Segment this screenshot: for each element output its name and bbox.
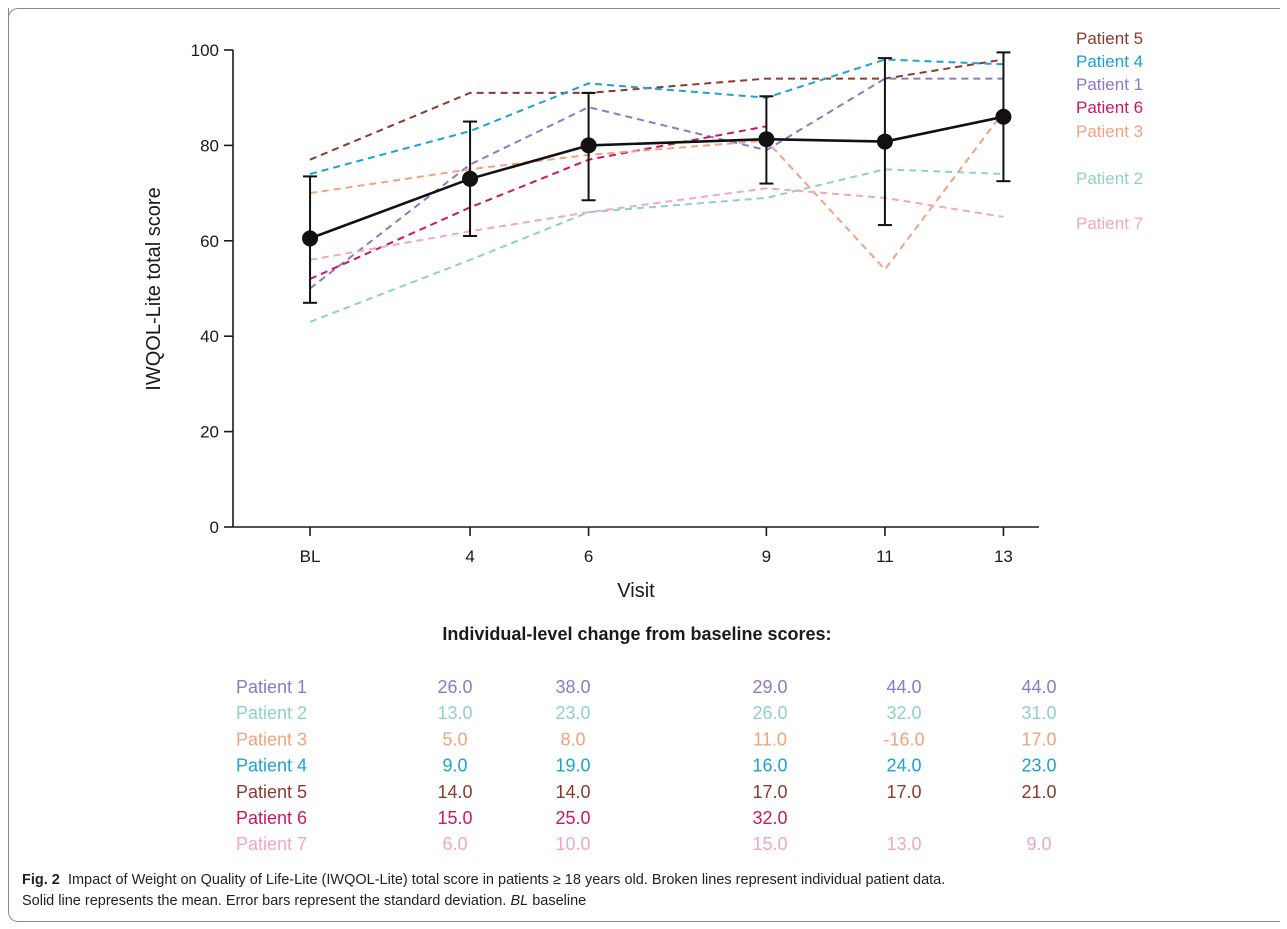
table-row-label: Patient 5 xyxy=(236,782,307,802)
table-cell: 9.0 xyxy=(442,756,467,776)
table-cell: 16.0 xyxy=(752,756,787,776)
series-line-patient-7 xyxy=(309,187,1004,261)
table-cell: 32.0 xyxy=(886,703,921,723)
caption-text-2: Solid line represents the mean. Error ba… xyxy=(22,893,507,909)
x-tick-label: 6 xyxy=(584,547,593,566)
table-row-label: Patient 3 xyxy=(236,729,307,749)
table-cell: 19.0 xyxy=(555,756,590,776)
series-line-patient-3 xyxy=(309,111,1005,271)
table-cell: 44.0 xyxy=(886,677,921,697)
x-tick-label: 13 xyxy=(994,547,1013,566)
table-row-label: Patient 1 xyxy=(236,677,307,697)
table-cell: 38.0 xyxy=(555,677,590,697)
table-title: Individual-level change from baseline sc… xyxy=(442,624,831,644)
series-line-patient-6 xyxy=(309,125,767,280)
y-axis-title: IWQOL-Lite total score xyxy=(143,187,165,390)
mean-series xyxy=(302,51,1012,304)
series-label-patient-3: Patient 3 xyxy=(1076,122,1143,141)
table-cell: 31.0 xyxy=(1021,703,1056,723)
mean-point xyxy=(995,108,1012,125)
mean-point xyxy=(758,131,775,148)
x-tick-label: 4 xyxy=(465,547,474,566)
series-labels: Patient 5 Patient 4 Patient 1 Patient 6 Pati… xyxy=(1076,29,1143,233)
table-row-label: Patient 6 xyxy=(236,808,307,828)
change-table: Patient 1 26.0 38.0 29.0 44.0 44.0 Patient 2 13… xyxy=(236,677,1057,854)
series-label-patient-6: Patient 6 xyxy=(1076,98,1143,117)
caption-abbrev-def: baseline xyxy=(532,893,587,909)
x-tick-label: BL xyxy=(300,547,321,566)
table-cell: 32.0 xyxy=(752,808,787,828)
mean-point xyxy=(302,230,319,247)
mean-line xyxy=(309,115,1004,240)
mean-point xyxy=(580,137,597,154)
y-tick-label: 100 xyxy=(191,41,219,60)
table-cell: 10.0 xyxy=(555,834,590,854)
series-label-patient-1: Patient 1 xyxy=(1076,75,1143,94)
table-cell: 26.0 xyxy=(437,677,472,697)
table-cell: 8.0 xyxy=(560,729,585,749)
axes xyxy=(232,50,1039,528)
table-row-label: Patient 7 xyxy=(236,834,307,854)
line-chart: 0 20 40 60 80 100 BL 4 6 9 11 13 Visit IWQOL-Lite … xyxy=(143,29,1143,854)
table-cell: 5.0 xyxy=(442,729,467,749)
table-cell: 11.0 xyxy=(753,729,787,749)
table-cell: 13.0 xyxy=(437,703,472,723)
table-cell: 25.0 xyxy=(555,808,590,828)
series-line-patient-5 xyxy=(309,58,1004,161)
series-label-patient-2: Patient 2 xyxy=(1076,169,1143,188)
x-axis-title: Visit xyxy=(617,580,655,602)
series-line-patient-4 xyxy=(309,58,1004,175)
x-tick-label: 11 xyxy=(876,547,894,566)
y-ticks: 0 20 40 60 80 100 xyxy=(191,41,233,537)
table-cell: 17.0 xyxy=(886,782,921,802)
table-cell: 6.0 xyxy=(442,834,467,854)
table-cell: 17.0 xyxy=(1021,729,1056,749)
table-cell: 14.0 xyxy=(437,782,472,802)
table-cell: 44.0 xyxy=(1021,677,1056,697)
table-row-label: Patient 4 xyxy=(236,756,307,776)
table-cell: -16.0 xyxy=(883,729,924,749)
y-tick-label: 80 xyxy=(200,136,219,155)
series-label-patient-7: Patient 7 xyxy=(1076,214,1143,233)
table-cell: 21.0 xyxy=(1021,782,1056,802)
table-cell: 17.0 xyxy=(752,782,787,802)
y-tick-label: 0 xyxy=(210,518,219,537)
table-cell: 15.0 xyxy=(752,834,787,854)
series-label-patient-5: Patient 5 xyxy=(1076,29,1143,48)
table-cell: 13.0 xyxy=(886,834,921,854)
mean-point xyxy=(462,170,479,187)
table-cell: 23.0 xyxy=(1021,756,1056,776)
table-cell: 29.0 xyxy=(752,677,787,697)
caption-text-1: Impact of Weight on Quality of Life-Lite… xyxy=(67,872,946,888)
y-tick-label: 60 xyxy=(200,232,219,251)
series-line-patient-2 xyxy=(309,168,1004,323)
table-cell: 26.0 xyxy=(752,703,787,723)
table-cell: 23.0 xyxy=(555,703,590,723)
x-ticks: BL 4 6 9 11 13 xyxy=(300,527,1013,566)
table-cell: 24.0 xyxy=(886,756,921,776)
table-cell: 15.0 xyxy=(437,808,472,828)
figure-caption: Fig. 2 Impact of Weight on Quality of Li… xyxy=(22,870,1262,912)
figure-frame xyxy=(8,8,1280,922)
series-line-patient-1 xyxy=(309,77,1004,290)
y-tick-label: 40 xyxy=(200,327,219,346)
series-label-patient-4: Patient 4 xyxy=(1076,52,1143,71)
caption-abbrev: BL xyxy=(510,893,529,909)
table-row-label: Patient 2 xyxy=(236,703,307,723)
table-cell: 9.0 xyxy=(1026,834,1051,854)
caption-label: Fig. 2 xyxy=(22,872,60,888)
table-cell: 14.0 xyxy=(555,782,590,802)
y-tick-label: 20 xyxy=(200,423,219,442)
mean-point xyxy=(876,133,893,150)
x-tick-label: 9 xyxy=(762,547,771,566)
patient-series xyxy=(309,58,1005,323)
